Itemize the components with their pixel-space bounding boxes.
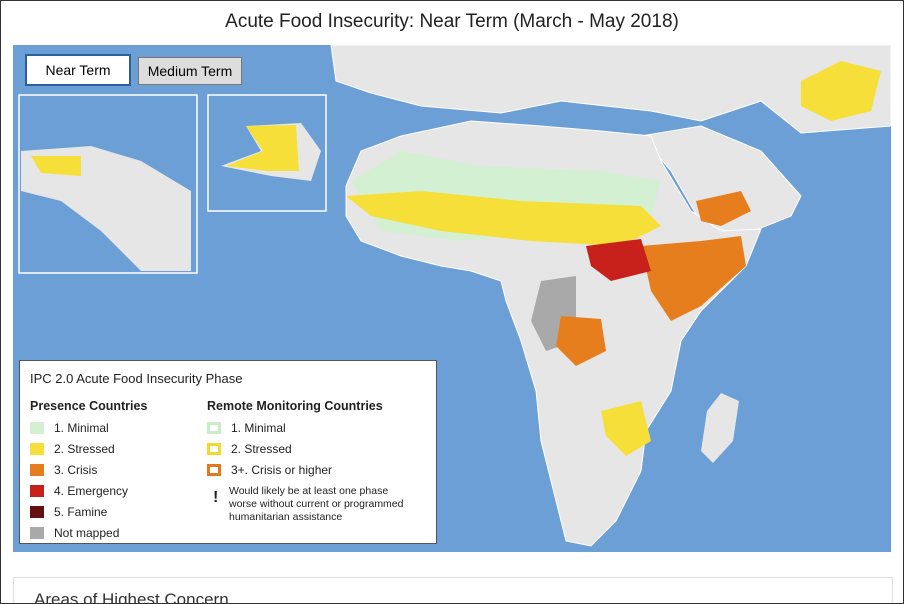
swatch xyxy=(207,464,221,476)
swatch xyxy=(30,527,44,539)
legend: IPC 2.0 Acute Food Insecurity Phase Pres… xyxy=(19,360,437,544)
legend-heading: Presence Countries xyxy=(30,399,148,413)
legend-label: 3. Crisis xyxy=(54,463,98,477)
legend-label: 5. Famine xyxy=(54,505,108,519)
legend-label: 2. Stressed xyxy=(54,442,115,456)
near-term-button[interactable]: Near Term xyxy=(25,54,131,86)
stressed-band xyxy=(346,191,661,246)
legend-heading: Remote Monitoring Countries xyxy=(207,399,383,413)
legend-label: 1. Minimal xyxy=(54,421,109,435)
legend-label: 3+. Crisis or higher xyxy=(231,463,333,477)
note-line: humanitarian assistance xyxy=(229,511,343,523)
section: Areas of Highest Concern xyxy=(13,577,893,604)
section-title: Areas of Highest Concern xyxy=(34,590,229,604)
legend-label: 1. Minimal xyxy=(231,421,286,435)
crisis-horn xyxy=(641,236,746,321)
inset-land xyxy=(21,146,191,271)
stressed-afghanistan xyxy=(801,61,881,121)
arabia xyxy=(640,125,802,237)
legend-label: 4. Emergency xyxy=(54,484,129,498)
inset-haiti-stressed xyxy=(226,125,299,171)
swatch xyxy=(207,443,221,455)
note-line: worse without current or programmed xyxy=(229,498,404,510)
crisis-kasai xyxy=(556,316,606,366)
stressed-southeast xyxy=(601,401,651,456)
swatch xyxy=(207,422,221,434)
note-line: Would likely be at least one phase xyxy=(229,485,389,497)
medium-term-button[interactable]: Medium Term xyxy=(138,57,242,85)
swatch xyxy=(30,464,44,476)
inset-stressed xyxy=(31,156,81,176)
legend-title: IPC 2.0 Acute Food Insecurity Phase xyxy=(30,371,243,386)
swatch xyxy=(30,485,44,497)
madagascar xyxy=(701,393,739,463)
legend-label: Not mapped xyxy=(54,526,120,540)
swatch xyxy=(30,506,44,518)
title: Acute Food Insecurity: Near Term (March … xyxy=(225,11,679,32)
swatch xyxy=(30,443,44,455)
swatch xyxy=(30,422,44,434)
europe-middle-east xyxy=(330,45,891,134)
legend-label: 2. Stressed xyxy=(231,442,292,456)
crisis-yemen xyxy=(696,191,751,226)
note-symbol: ! xyxy=(213,489,219,506)
emergency-south-sudan xyxy=(586,239,651,281)
